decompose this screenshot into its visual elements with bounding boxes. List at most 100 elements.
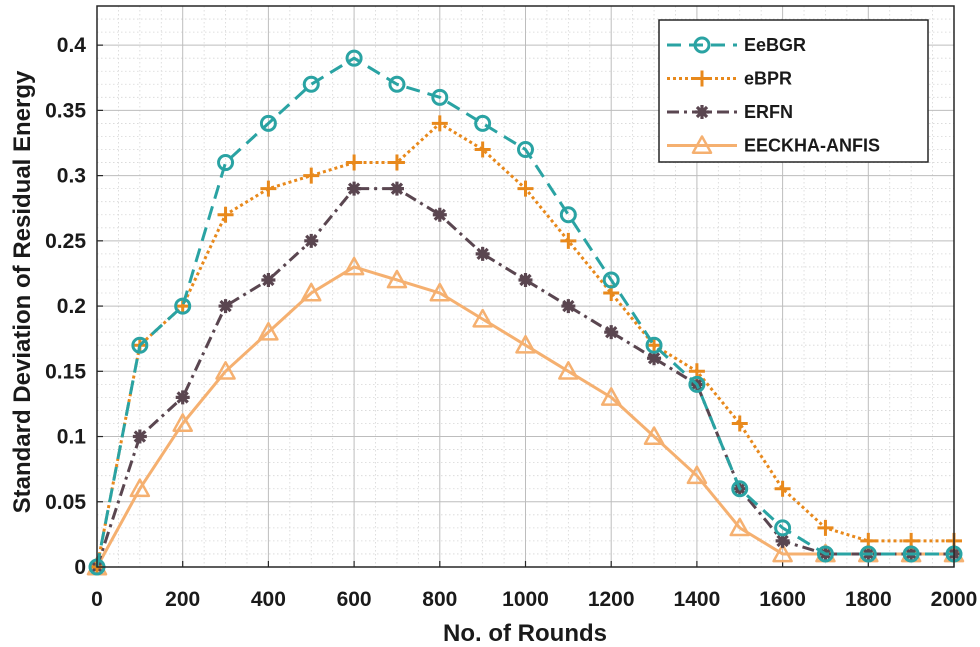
data-point-marker: [431, 88, 449, 106]
data-point-marker: [600, 387, 622, 406]
data-point-marker: [691, 135, 713, 154]
x-tick-label: 1400: [674, 588, 721, 611]
x-tick-label: 1000: [502, 588, 549, 611]
data-point-marker: [261, 272, 276, 287]
x-tick-label: 1600: [759, 588, 806, 611]
y-tick-label: 0.25: [45, 230, 86, 253]
data-point-marker: [775, 533, 790, 548]
x-tick-label: 600: [337, 588, 372, 611]
data-point-marker: [558, 361, 579, 380]
data-point-marker: [129, 478, 151, 498]
data-point-marker: [643, 426, 665, 445]
data-point-marker: [304, 233, 319, 248]
data-point-marker: [688, 375, 706, 393]
data-point-marker: [561, 299, 576, 314]
y-tick-labels: 0 0.05 0.1 0.15 0.2 0.25 0.3 0.35 0.4: [45, 34, 86, 579]
x-tick-label: 1200: [588, 588, 635, 611]
data-point-marker: [816, 545, 834, 563]
data-point-marker: [217, 206, 234, 223]
data-point-marker: [647, 351, 662, 366]
series-line-erfn: [95, 187, 954, 568]
data-point-marker: [518, 272, 533, 287]
series-layer: [86, 49, 965, 576]
x-tick-label: 0: [91, 588, 103, 611]
data-point-marker: [343, 256, 365, 276]
data-point-marker: [432, 207, 447, 222]
data-point-marker: [258, 321, 279, 341]
data-point-marker: [645, 336, 663, 354]
data-point-marker: [646, 337, 663, 354]
data-point-marker: [131, 336, 149, 354]
y-tick-label: 0.3: [57, 165, 86, 188]
x-tick-labels: 0 200 400 600 800 1000 1200 1400 1600 1800 2000: [91, 588, 977, 611]
data-point-marker: [174, 297, 192, 315]
legend: EeBGR eBPR ERFN EECKHA-ANFIS: [658, 19, 929, 163]
y-tick-label: 0.15: [45, 360, 86, 383]
data-point-marker: [517, 141, 534, 159]
data-point-marker: [515, 334, 536, 354]
y-tick-label: 0.2: [57, 295, 86, 318]
data-point-marker: [174, 298, 191, 315]
legend-label: eBPR: [744, 69, 792, 89]
data-point-marker: [560, 232, 577, 249]
data-point-marker: [217, 154, 235, 172]
data-point-marker: [475, 246, 490, 261]
data-point-marker: [218, 299, 233, 314]
x-tick-label: 1800: [845, 588, 892, 611]
data-point-marker: [175, 390, 190, 405]
data-point-marker: [694, 70, 710, 87]
data-point-marker: [429, 282, 451, 302]
data-point-marker: [693, 36, 711, 54]
y-tick-label: 0.1: [57, 426, 87, 449]
data-point-marker: [604, 325, 619, 340]
legend-label: EeBGR: [744, 35, 806, 55]
data-point-marker: [303, 167, 320, 184]
data-point-marker: [774, 480, 791, 497]
x-tick-label: 400: [251, 588, 286, 611]
data-point-marker: [859, 545, 877, 563]
data-point-marker: [472, 308, 493, 328]
data-point-marker: [345, 49, 363, 67]
data-point-marker: [474, 141, 491, 158]
x-tick-label: 200: [165, 588, 200, 611]
data-point-marker: [474, 114, 492, 132]
x-axis-label: No. of Rounds: [443, 620, 607, 647]
data-point-marker: [215, 361, 236, 380]
data-point-marker: [559, 206, 577, 224]
x-tick-label: 800: [422, 588, 457, 611]
data-point-marker: [817, 519, 834, 536]
data-point-marker: [259, 114, 277, 132]
data-point-marker: [388, 75, 406, 93]
data-point-marker: [731, 480, 749, 498]
data-point-marker: [302, 75, 320, 93]
data-point-marker: [301, 282, 322, 302]
data-point-marker: [389, 181, 404, 196]
y-tick-label: 0.4: [57, 34, 87, 57]
data-point-marker: [346, 154, 363, 171]
legend-label: ERFN: [744, 102, 793, 122]
series-line-eebgr: [95, 56, 954, 568]
y-axis-label: Standard Deviation of Residual Energy: [9, 70, 36, 513]
data-point-marker: [431, 115, 448, 132]
data-point-marker: [517, 180, 534, 197]
data-point-marker: [347, 181, 362, 196]
series-line-eeckha-anfis: [95, 265, 954, 568]
data-point-marker: [260, 180, 277, 197]
plot-frame: [96, 5, 955, 568]
legend-label: EECKHA-ANFIS: [744, 136, 880, 156]
data-point-marker: [774, 519, 792, 537]
data-point-marker: [602, 271, 620, 289]
data-point-marker: [729, 517, 750, 537]
data-point-marker: [772, 543, 793, 563]
data-point-marker: [902, 545, 920, 563]
data-point-marker: [695, 105, 709, 119]
data-point-marker: [388, 154, 405, 171]
data-point-marker: [132, 429, 147, 444]
y-tick-label: 0.05: [45, 491, 86, 514]
data-point-marker: [172, 413, 193, 432]
y-tick-label: 0: [74, 556, 86, 579]
data-point-marker: [686, 465, 708, 485]
data-point-marker: [731, 415, 748, 432]
x-tick-label: 2000: [931, 588, 978, 611]
